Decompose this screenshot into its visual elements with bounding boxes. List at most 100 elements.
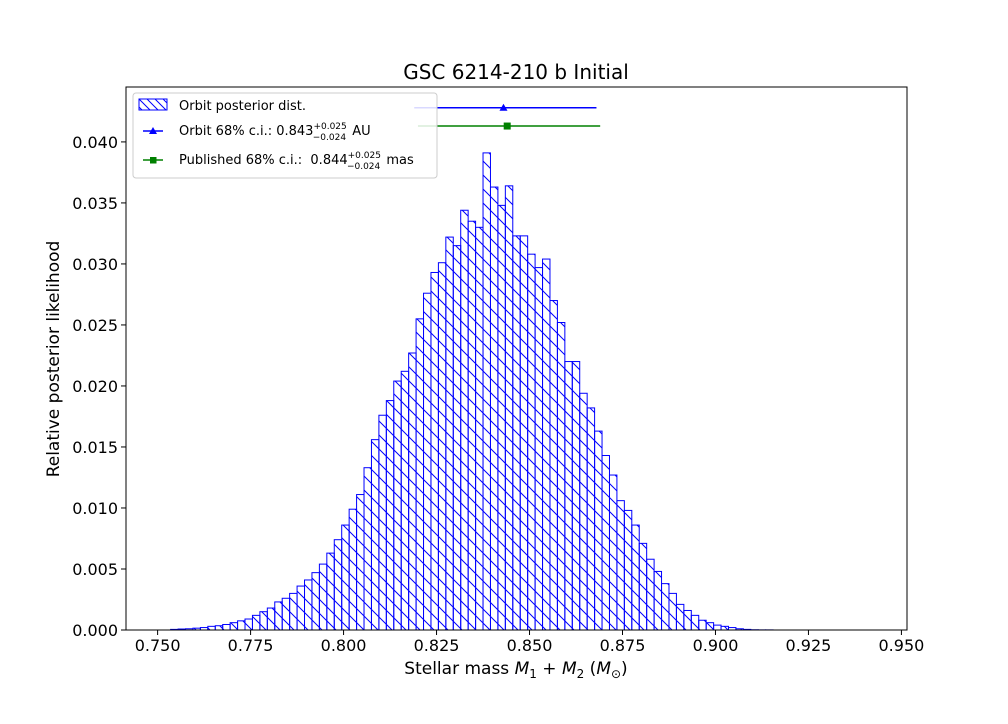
legend: Orbit posterior dist. Orbit 68% c.i.: 0.… bbox=[133, 93, 437, 178]
histogram-bar bbox=[379, 415, 386, 630]
x-tick-label: 0.850 bbox=[507, 636, 553, 655]
histogram-bar bbox=[327, 553, 334, 630]
y-tick-label: 0.035 bbox=[72, 194, 118, 213]
histogram-bar bbox=[245, 619, 252, 630]
histogram-bar bbox=[230, 623, 237, 630]
histogram-bar bbox=[565, 362, 572, 630]
published-ci-upper: +0.025 bbox=[348, 151, 381, 161]
histogram-bar bbox=[282, 598, 289, 630]
x-tick-label: 0.775 bbox=[228, 636, 274, 655]
histogram-bar bbox=[639, 543, 646, 630]
histogram-bar bbox=[520, 236, 527, 630]
histogram-bar bbox=[714, 625, 721, 630]
histogram-bar bbox=[721, 626, 728, 630]
histogram-bar bbox=[319, 564, 326, 630]
histogram-bar bbox=[691, 615, 698, 630]
histogram-bar bbox=[609, 475, 616, 630]
x-label-sub1: 1 bbox=[529, 667, 537, 681]
published-ci-lower: −0.024 bbox=[347, 162, 381, 172]
y-tick-label: 0.005 bbox=[72, 560, 118, 579]
histogram-bar bbox=[676, 604, 683, 630]
histogram-bar bbox=[349, 509, 356, 630]
histogram-bar bbox=[476, 227, 483, 630]
histogram-bar bbox=[602, 456, 609, 630]
x-tick-label: 0.800 bbox=[321, 636, 367, 655]
histogram-bar bbox=[587, 408, 594, 630]
legend-label-posterior: Orbit posterior dist. bbox=[179, 99, 306, 114]
histogram-bar bbox=[699, 620, 706, 630]
histogram-bar bbox=[238, 621, 245, 630]
histogram-bar bbox=[267, 608, 274, 630]
orbit-ci-upper: +0.025 bbox=[313, 122, 346, 132]
published-ci-prefix: Published 68% c.i.: 0.844 bbox=[179, 153, 348, 168]
x-label-unit-sun: ⊙ bbox=[611, 667, 621, 681]
legend-hatch-swatch bbox=[139, 99, 167, 110]
legend-square-marker bbox=[150, 157, 157, 164]
x-label-m2: M bbox=[562, 659, 577, 679]
histogram-bar bbox=[461, 210, 468, 630]
histogram-bar bbox=[490, 187, 497, 630]
histogram-bar bbox=[662, 584, 669, 630]
y-axis: 0.000 0.005 0.010 0.015 0.020 0.025 0.030 0.035… bbox=[72, 133, 126, 640]
histogram-bar bbox=[438, 263, 445, 630]
histogram-bar bbox=[215, 626, 222, 630]
histogram-bar bbox=[305, 580, 312, 630]
histogram-bar bbox=[416, 319, 423, 630]
y-tick-label: 0.025 bbox=[72, 316, 118, 335]
errorbar-square-marker bbox=[504, 123, 511, 130]
histogram-bar bbox=[543, 259, 550, 630]
histogram-bar bbox=[297, 586, 304, 630]
y-tick-label: 0.020 bbox=[72, 377, 118, 396]
errorbars bbox=[414, 104, 600, 130]
x-label-m1: M bbox=[515, 659, 530, 679]
x-tick-label: 0.950 bbox=[879, 636, 925, 655]
histogram-bar bbox=[468, 221, 475, 630]
x-tick-label: 0.750 bbox=[135, 636, 181, 655]
y-tick-label: 0.030 bbox=[72, 255, 118, 274]
x-label-close: ) bbox=[621, 659, 628, 679]
histogram-bar bbox=[446, 237, 453, 630]
x-label-main: Stellar mass bbox=[404, 659, 514, 679]
x-label-sub2: 2 bbox=[577, 667, 585, 681]
x-tick-label: 0.925 bbox=[786, 636, 832, 655]
histogram-bar bbox=[647, 559, 654, 630]
y-tick-label: 0.015 bbox=[72, 438, 118, 457]
x-label-plus: + bbox=[537, 659, 562, 679]
y-tick-label: 0.010 bbox=[72, 499, 118, 518]
histogram-bar bbox=[624, 510, 631, 630]
x-tick-label: 0.825 bbox=[414, 636, 460, 655]
y-tick-label: 0.000 bbox=[72, 621, 118, 640]
histogram-bar bbox=[580, 393, 587, 630]
chart-title: GSC 6214-210 b Initial bbox=[403, 60, 629, 84]
x-label-unit-m: M bbox=[596, 659, 611, 679]
histogram-bar bbox=[386, 401, 393, 630]
histogram-bar bbox=[617, 501, 624, 630]
histogram-bar bbox=[275, 602, 282, 630]
histogram-bar bbox=[401, 371, 408, 630]
histogram-bar bbox=[424, 293, 431, 630]
histogram-bar bbox=[260, 612, 267, 630]
orbit-ci-lower: −0.024 bbox=[313, 133, 347, 143]
published-ci-unit: mas bbox=[382, 153, 414, 168]
histogram-bar bbox=[505, 186, 512, 630]
histogram-bar bbox=[528, 254, 535, 630]
histogram-bar bbox=[595, 431, 602, 630]
histogram-bar bbox=[394, 381, 401, 630]
histogram-bar bbox=[557, 323, 564, 630]
histogram-bar bbox=[706, 623, 713, 630]
histogram-bar bbox=[632, 525, 639, 630]
histogram-bar bbox=[498, 205, 505, 630]
histogram-bar bbox=[684, 610, 691, 630]
x-tick-label: 0.900 bbox=[693, 636, 739, 655]
y-axis-label: Relative posterior likelihood bbox=[44, 241, 64, 478]
histogram-bar bbox=[513, 236, 520, 630]
histogram-bar bbox=[535, 268, 542, 630]
histogram-bar bbox=[342, 525, 349, 630]
histogram-bar bbox=[312, 573, 319, 630]
histogram-bar bbox=[290, 593, 297, 630]
y-tick-label: 0.040 bbox=[72, 133, 118, 152]
histogram-bars bbox=[171, 153, 773, 630]
histogram-bar bbox=[208, 626, 215, 630]
